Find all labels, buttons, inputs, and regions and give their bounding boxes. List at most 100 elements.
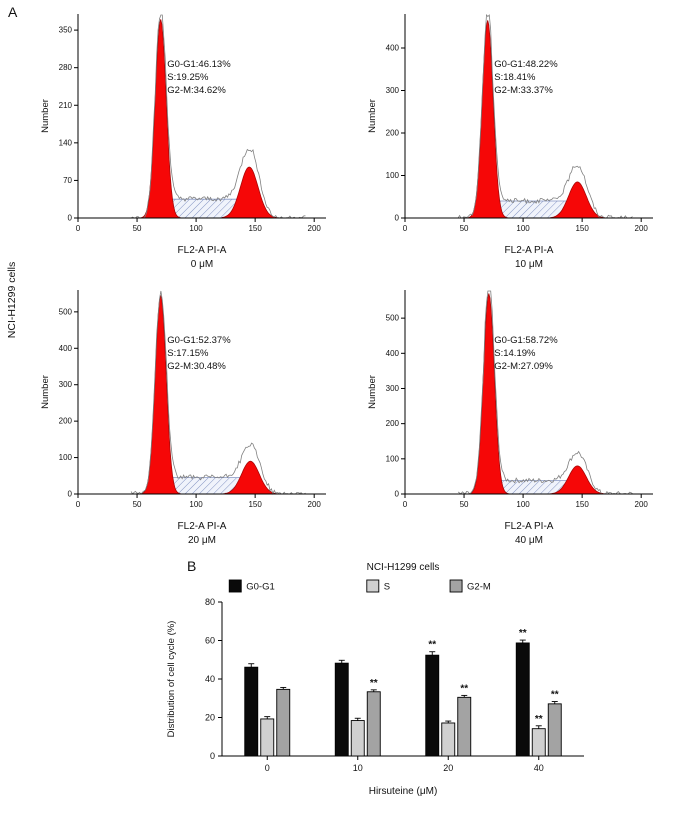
bar-G0-G1 — [244, 666, 259, 757]
phase-annotation: G2-M:33.37% — [494, 85, 553, 96]
phase-annotation: S:19.25% — [167, 72, 209, 83]
x-tick-label: 50 — [460, 500, 469, 509]
flow-plot-40uM: 0 100 200 300 400 500 0 50 100 150 200 Number G0-G1:… — [363, 282, 663, 548]
cell-cycle-bar-chart-svg: NCI-H1299 cells G0-G1 S G2-M 0 20 40 60 80 0 10 ** 2… — [166, 562, 584, 797]
x-tick-label: 50 — [133, 500, 142, 509]
legend-label: G0-G1 — [246, 582, 275, 593]
x-tick-label: 0 — [76, 500, 81, 509]
x-tick-label: 0 — [403, 224, 408, 233]
y-tick-label: 300 — [386, 86, 400, 95]
y-tick-label: 100 — [386, 171, 400, 180]
dose-label-10uM: 10 μM — [515, 259, 543, 270]
phase-annotation: G2-M:30.48% — [167, 361, 226, 372]
y-tick-label: 80 — [205, 597, 215, 607]
g2m-peak — [222, 460, 278, 495]
bar-G2-M — [366, 691, 381, 757]
y-tick-label: 300 — [386, 384, 400, 393]
phase-annotation: G2-M:34.62% — [167, 85, 226, 96]
legend-swatch-G2-M — [449, 579, 463, 593]
bar-S — [260, 718, 275, 757]
phase-annotation: G0-G1:48.22% — [494, 59, 558, 70]
y-tick-label: 500 — [386, 314, 400, 323]
bar-G2-M — [547, 703, 562, 757]
phase-annotation: G0-G1:46.13% — [167, 59, 231, 70]
panel-b-label: B — [187, 558, 197, 574]
flow-histogram-10uM-svg: 0 100 200 300 400 0 50 100 150 200 Number G0-G1:48.… — [367, 14, 653, 233]
flow-x-axis-title: FL2-A PI-A — [504, 245, 554, 256]
phase-annotation: G2-M:27.09% — [494, 361, 553, 372]
flow-histogram-40uM-svg: 0 100 200 300 400 500 0 50 100 150 200 Number G0-G1:… — [367, 290, 653, 509]
significance-marker: ** — [551, 690, 559, 701]
g2m-peak — [221, 166, 277, 219]
panel-a: A NCI-H1299 cells 0 70 140 210 280 350 0 50 100 1… — [6, 4, 677, 548]
phase-annotation: S:14.19% — [494, 348, 536, 359]
cell-line-label: NCI-H1299 cells — [6, 261, 18, 339]
y-axis-title: Number — [40, 375, 51, 409]
flow-plot-0uM: 0 70 140 210 280 350 0 50 100 150 200 Number G0-G1:4… — [36, 6, 336, 272]
flow-histogram-0uM-svg: 0 70 140 210 280 350 0 50 100 150 200 Number G0-G1:4… — [40, 14, 326, 233]
g0g1-peak — [467, 20, 509, 219]
x-tick-label: 200 — [308, 500, 322, 509]
bar-G0-G1 — [334, 662, 349, 757]
x-tick-label: 150 — [575, 500, 589, 509]
flow-x-axis-title: FL2-A PI-A — [177, 521, 227, 532]
x-tick-label: 150 — [248, 500, 262, 509]
x-tick-label: 200 — [635, 500, 649, 509]
flow-x-axis-title: FL2-A PI-A — [177, 245, 227, 256]
x-tick-label: 150 — [248, 224, 262, 233]
bar-S — [441, 722, 456, 757]
phase-annotation: G0-G1:52.37% — [167, 335, 231, 346]
x-tick-label: 20 — [443, 763, 453, 773]
chart-title: NCI-H1299 cells — [367, 562, 440, 573]
dose-label-40uM: 40 μM — [515, 535, 543, 546]
x-tick-label: 0 — [265, 763, 270, 773]
phase-annotation: S:18.41% — [494, 72, 536, 83]
phase-annotation: S:17.15% — [167, 348, 209, 359]
raw-data-trace — [457, 14, 633, 219]
flow-histogram-20uM-svg: 0 100 200 300 400 500 0 50 100 150 200 Number G0-G1:… — [40, 290, 326, 509]
y-tick-label: 200 — [386, 129, 400, 138]
y-tick-label: 500 — [59, 307, 73, 316]
x-tick-label: 150 — [575, 224, 589, 233]
y-tick-label: 140 — [59, 138, 73, 147]
flow-histogram-grid: 0 70 140 210 280 350 0 50 100 150 200 Number G0-G1:4… — [36, 6, 677, 548]
g2m-peak — [549, 465, 605, 495]
bar-S — [531, 728, 546, 757]
x-tick-label: 100 — [516, 224, 530, 233]
y-tick-label: 20 — [205, 713, 215, 723]
legend-swatch-S — [366, 579, 380, 593]
y-tick-label: 60 — [205, 636, 215, 646]
y-tick-label: 300 — [59, 380, 73, 389]
bar-G2-M — [457, 696, 472, 757]
legend-swatch-G0-G1 — [228, 579, 242, 593]
g0g1-peak — [140, 295, 182, 495]
bar-G0-G1 — [515, 642, 530, 757]
significance-marker: ** — [535, 714, 543, 725]
x-tick-label: 100 — [189, 500, 203, 509]
y-tick-label: 0 — [395, 490, 400, 499]
y-axis-title: Number — [367, 99, 378, 133]
y-tick-label: 100 — [386, 454, 400, 463]
flow-x-axis-title: FL2-A PI-A — [504, 521, 554, 532]
y-tick-label: 0 — [395, 214, 400, 223]
x-tick-label: 10 — [353, 763, 363, 773]
raw-data-trace — [130, 290, 306, 495]
y-tick-label: 0 — [68, 214, 73, 223]
y-tick-label: 200 — [386, 419, 400, 428]
y-tick-label: 40 — [205, 674, 215, 684]
y-axis-title: Distribution of cell cycle (%) — [166, 621, 177, 738]
raw-data-trace — [130, 14, 306, 219]
x-tick-label: 100 — [189, 224, 203, 233]
y-tick-label: 100 — [59, 453, 73, 462]
bar-G2-M — [276, 688, 291, 757]
flow-plot-20uM: 0 100 200 300 400 500 0 50 100 150 200 Number G0-G1:… — [36, 282, 336, 548]
g2m-peak — [549, 181, 605, 219]
significance-marker: ** — [460, 683, 468, 694]
y-tick-label: 400 — [386, 349, 400, 358]
y-tick-label: 200 — [59, 417, 73, 426]
bar-G0-G1 — [425, 654, 440, 757]
x-tick-label: 50 — [133, 224, 142, 233]
significance-marker: ** — [519, 628, 527, 639]
legend-label: S — [384, 582, 390, 593]
